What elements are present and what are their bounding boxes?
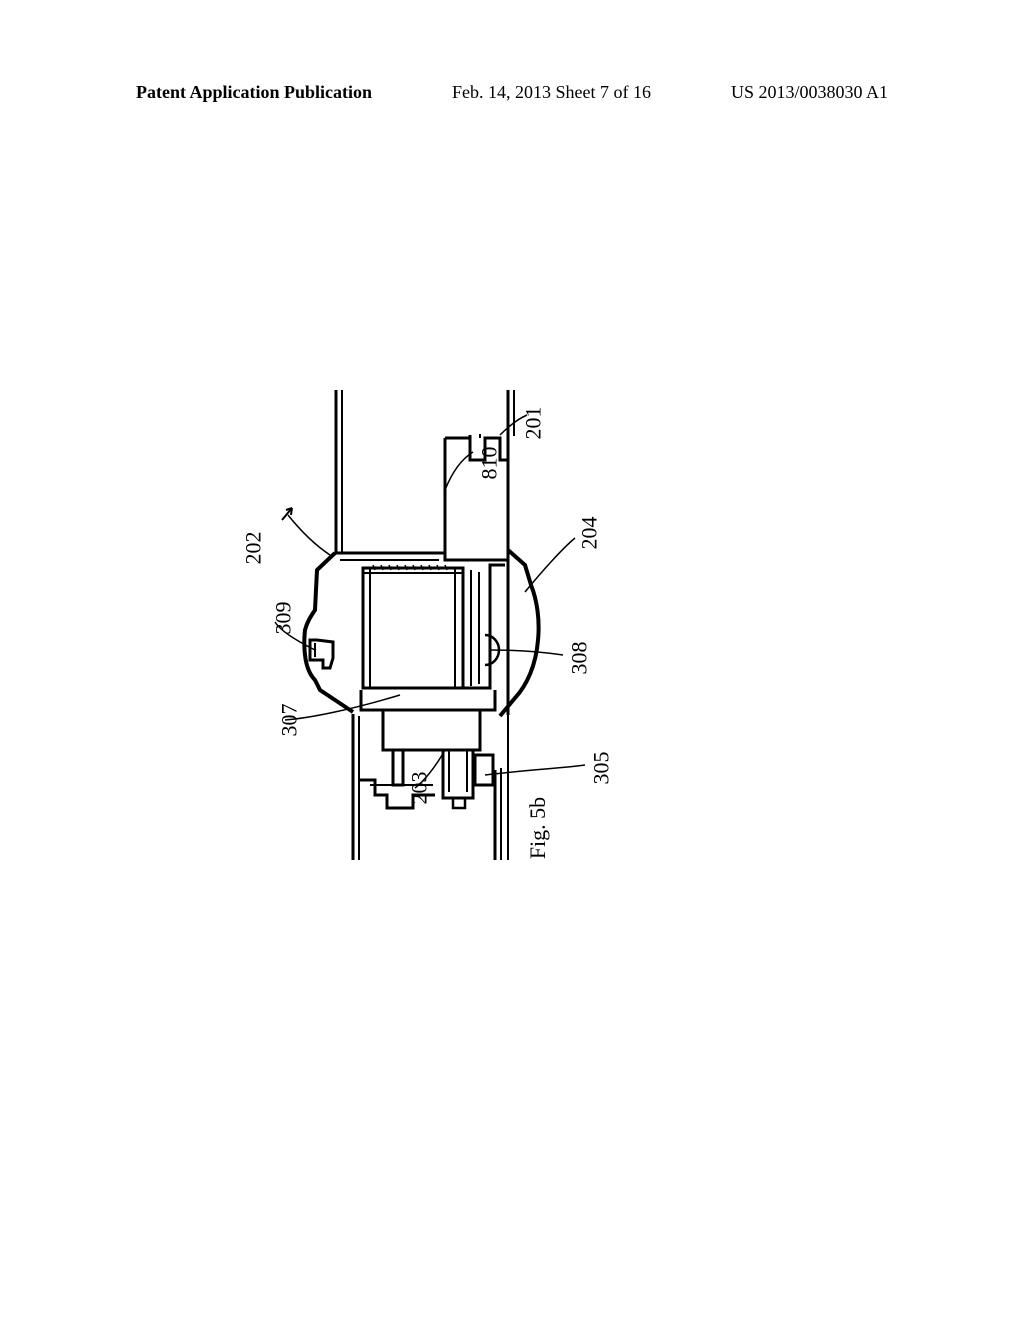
ref-label-308: 308	[567, 642, 593, 675]
ref-label-305: 305	[589, 752, 615, 785]
ref-label-204: 204	[577, 517, 603, 550]
patent-figure: 201 810 204 308 305 202 309 307 203 Fig.…	[175, 390, 675, 870]
date-and-sheet: Feb. 14, 2013 Sheet 7 of 16	[452, 82, 651, 103]
ref-label-309: 309	[271, 602, 297, 635]
publication-number: US 2013/0038030 A1	[731, 82, 888, 103]
ref-label-202: 202	[241, 532, 267, 565]
ref-label-201: 201	[521, 407, 547, 440]
ref-label-810: 810	[477, 447, 503, 480]
ref-label-203: 203	[407, 772, 433, 805]
figure-caption: Fig. 5b	[525, 797, 551, 859]
page-header: Patent Application Publication Feb. 14, …	[0, 82, 1024, 103]
publication-type: Patent Application Publication	[136, 82, 372, 103]
ref-label-307: 307	[277, 704, 303, 737]
arrow-icon	[278, 500, 302, 524]
document-page: Patent Application Publication Feb. 14, …	[0, 0, 1024, 1320]
